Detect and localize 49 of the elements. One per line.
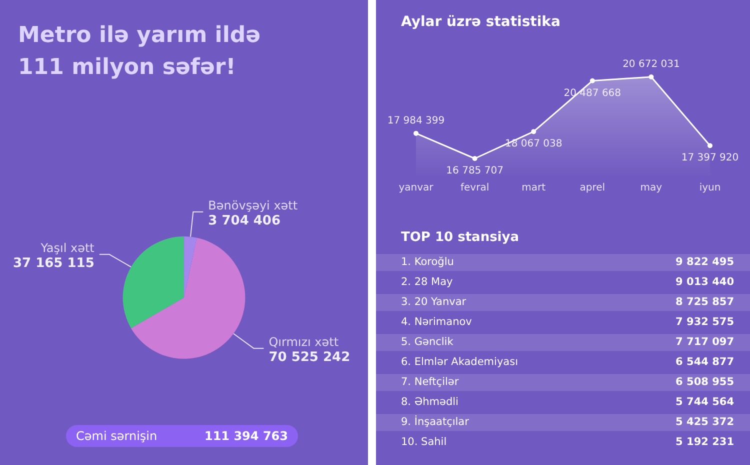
data-label: 37 165 115: [12, 256, 94, 271]
chart-title: Metro ilə yarım ildə 111 milyon səfər!: [18, 22, 262, 82]
chart-title: Aylar üzrə statistika: [401, 14, 560, 30]
data-label: 6 508 955: [676, 375, 734, 390]
point: [472, 156, 478, 161]
point: [590, 78, 595, 84]
point: [414, 130, 418, 136]
data-label: 17 397 920: [681, 152, 739, 164]
data-label: 7 932 575: [676, 315, 734, 330]
data-label: 9 013 440: [676, 275, 734, 290]
data-label: 16 785 707: [446, 166, 504, 176]
category-label: 2. 28 May: [401, 275, 453, 290]
category-label: 7. Neftçilər: [401, 375, 459, 390]
text: Cəmi sərnişin: [76, 429, 158, 443]
slice-label: Yaşıl xətt: [40, 240, 95, 255]
category-label: 10. Sahil: [401, 435, 447, 450]
x-tick-label: yanvar: [398, 182, 434, 194]
point: [648, 74, 654, 80]
data-label: 5 192 231: [676, 435, 734, 450]
data-label: 9 822 495: [676, 255, 734, 270]
slice-label: Bənövşəyi xətt: [208, 198, 298, 212]
data-label: 17 984 399: [387, 115, 445, 126]
data-label: 5 744 564: [676, 395, 734, 410]
category-label: 9. İnşaatçılar: [401, 414, 469, 430]
data-label: 70 525 242: [268, 350, 350, 365]
point: [531, 129, 536, 134]
text: TOP 10 stansiya: [401, 230, 520, 245]
x-tick-label: iyun: [699, 182, 721, 194]
x-tick-label: may: [640, 182, 662, 194]
category-label: 5. Gənclik: [401, 335, 454, 350]
category-label: 6. Elmlər Akademiyası: [401, 355, 518, 370]
text: 111 394 763: [204, 429, 288, 443]
slice-label: Qırmızı xətt: [268, 334, 339, 349]
x-tick-label: aprel: [580, 182, 606, 194]
point: [708, 143, 712, 148]
category-label: 8. Əhmədli: [401, 395, 458, 410]
category-label: 1. Koroğlu: [401, 255, 454, 270]
data-label: 8 725 857: [676, 295, 734, 310]
category-label: 3. 20 Yanvar: [401, 295, 466, 310]
data-label: 18 067 038: [504, 138, 562, 150]
data-label: 3 704 406: [208, 213, 281, 228]
data-label: 7 717 097: [676, 335, 734, 350]
x-tick-label: fevral: [460, 182, 490, 194]
x-tick-label: mart: [522, 182, 546, 194]
data-label: 6 544 877: [676, 355, 734, 370]
data-label: 5 425 372: [676, 415, 734, 430]
data-label: 20 487 668: [564, 88, 622, 99]
data-label: 20 672 031: [622, 58, 680, 70]
category-label: 4. Nərimanov: [401, 315, 472, 330]
